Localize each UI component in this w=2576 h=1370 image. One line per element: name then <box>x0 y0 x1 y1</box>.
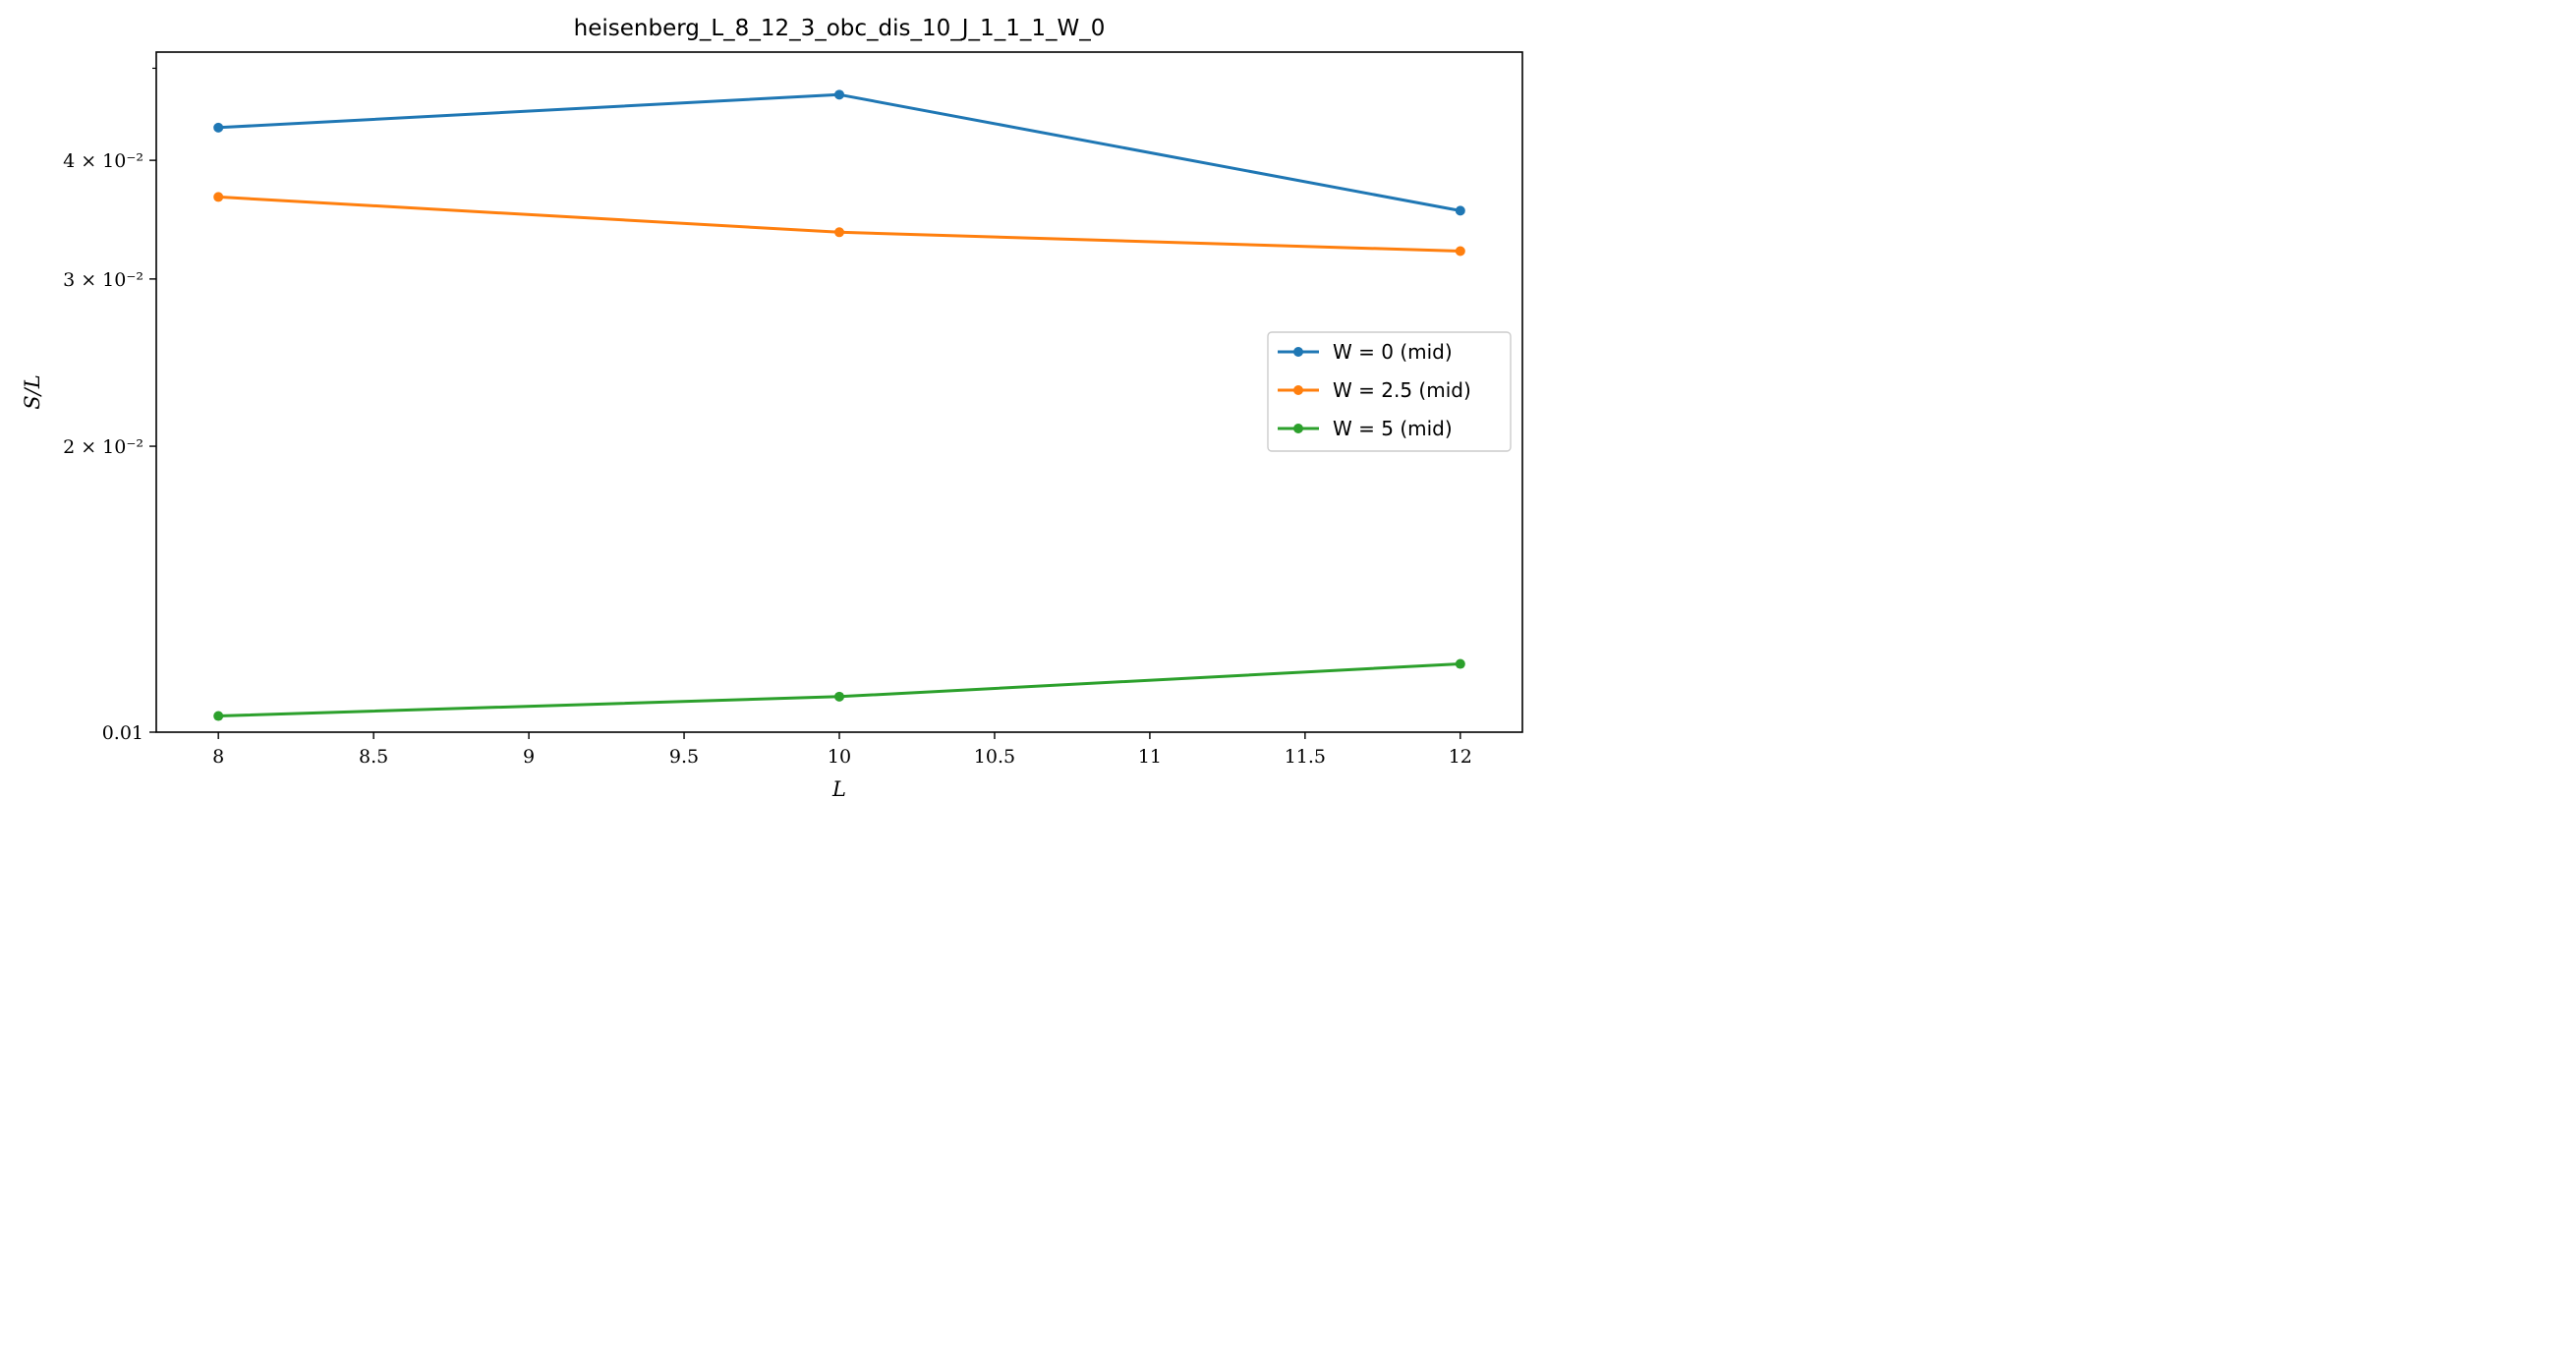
series-1 <box>213 89 1465 216</box>
data-point <box>834 89 844 100</box>
data-point <box>834 227 844 238</box>
data-point <box>213 192 224 202</box>
legend-item: W = 2.5 (mid) <box>1278 378 1471 402</box>
legend-label: W = 5 (mid) <box>1333 417 1453 440</box>
y-tick-label: 4 × 10⁻² <box>63 150 143 172</box>
data-point <box>834 691 844 702</box>
y-axis-ticks: 0.01 2 × 10⁻² 3 × 10⁻² 4 × 10⁻² <box>63 67 156 744</box>
series-2 <box>213 192 1465 257</box>
x-axis-ticks: 8 8.5 9 9.5 10 10.5 11 11.5 12 <box>212 732 1472 768</box>
x-axis-label: L <box>831 777 846 801</box>
x-tick-label: 8.5 <box>359 746 388 768</box>
y-tick-label: 0.01 <box>102 722 143 744</box>
y-axis-label: S/L <box>21 374 44 409</box>
x-tick-label: 12 <box>1449 746 1472 768</box>
legend-box <box>1267 331 1512 452</box>
data-point <box>213 711 224 721</box>
data-point <box>1455 205 1465 216</box>
legend: W = 0 (mid) W = 2.5 (mid) W = 5 (mid) <box>1267 331 1512 452</box>
legend-item: W = 0 (mid) <box>1278 340 1453 364</box>
legend-item: W = 5 (mid) <box>1278 417 1453 440</box>
x-tick-label: 10.5 <box>974 746 1015 768</box>
series-layer <box>213 89 1465 721</box>
legend-label: W = 2.5 (mid) <box>1333 378 1471 402</box>
legend-marker <box>1293 424 1303 433</box>
x-tick-label: 8 <box>212 746 224 768</box>
chart: heisenberg_L_8_12_3_obc_dis_10_J_1_1_1_W… <box>21 16 1523 801</box>
legend-label: W = 0 (mid) <box>1333 340 1453 364</box>
legend-marker <box>1293 347 1303 357</box>
chart-title: heisenberg_L_8_12_3_obc_dis_10_J_1_1_1_W… <box>574 16 1106 41</box>
x-tick-label: 11.5 <box>1285 746 1326 768</box>
y-tick-label: 2 × 10⁻² <box>63 436 143 458</box>
legend-marker <box>1293 385 1303 395</box>
series-3 <box>213 658 1465 721</box>
data-point <box>1455 246 1465 257</box>
x-tick-label: 9 <box>523 746 535 768</box>
x-tick-label: 11 <box>1138 746 1162 768</box>
data-point <box>1455 658 1465 669</box>
y-tick-label: 3 × 10⁻² <box>63 269 143 291</box>
x-tick-label: 10 <box>828 746 851 768</box>
data-point <box>213 122 224 133</box>
x-tick-label: 9.5 <box>669 746 699 768</box>
